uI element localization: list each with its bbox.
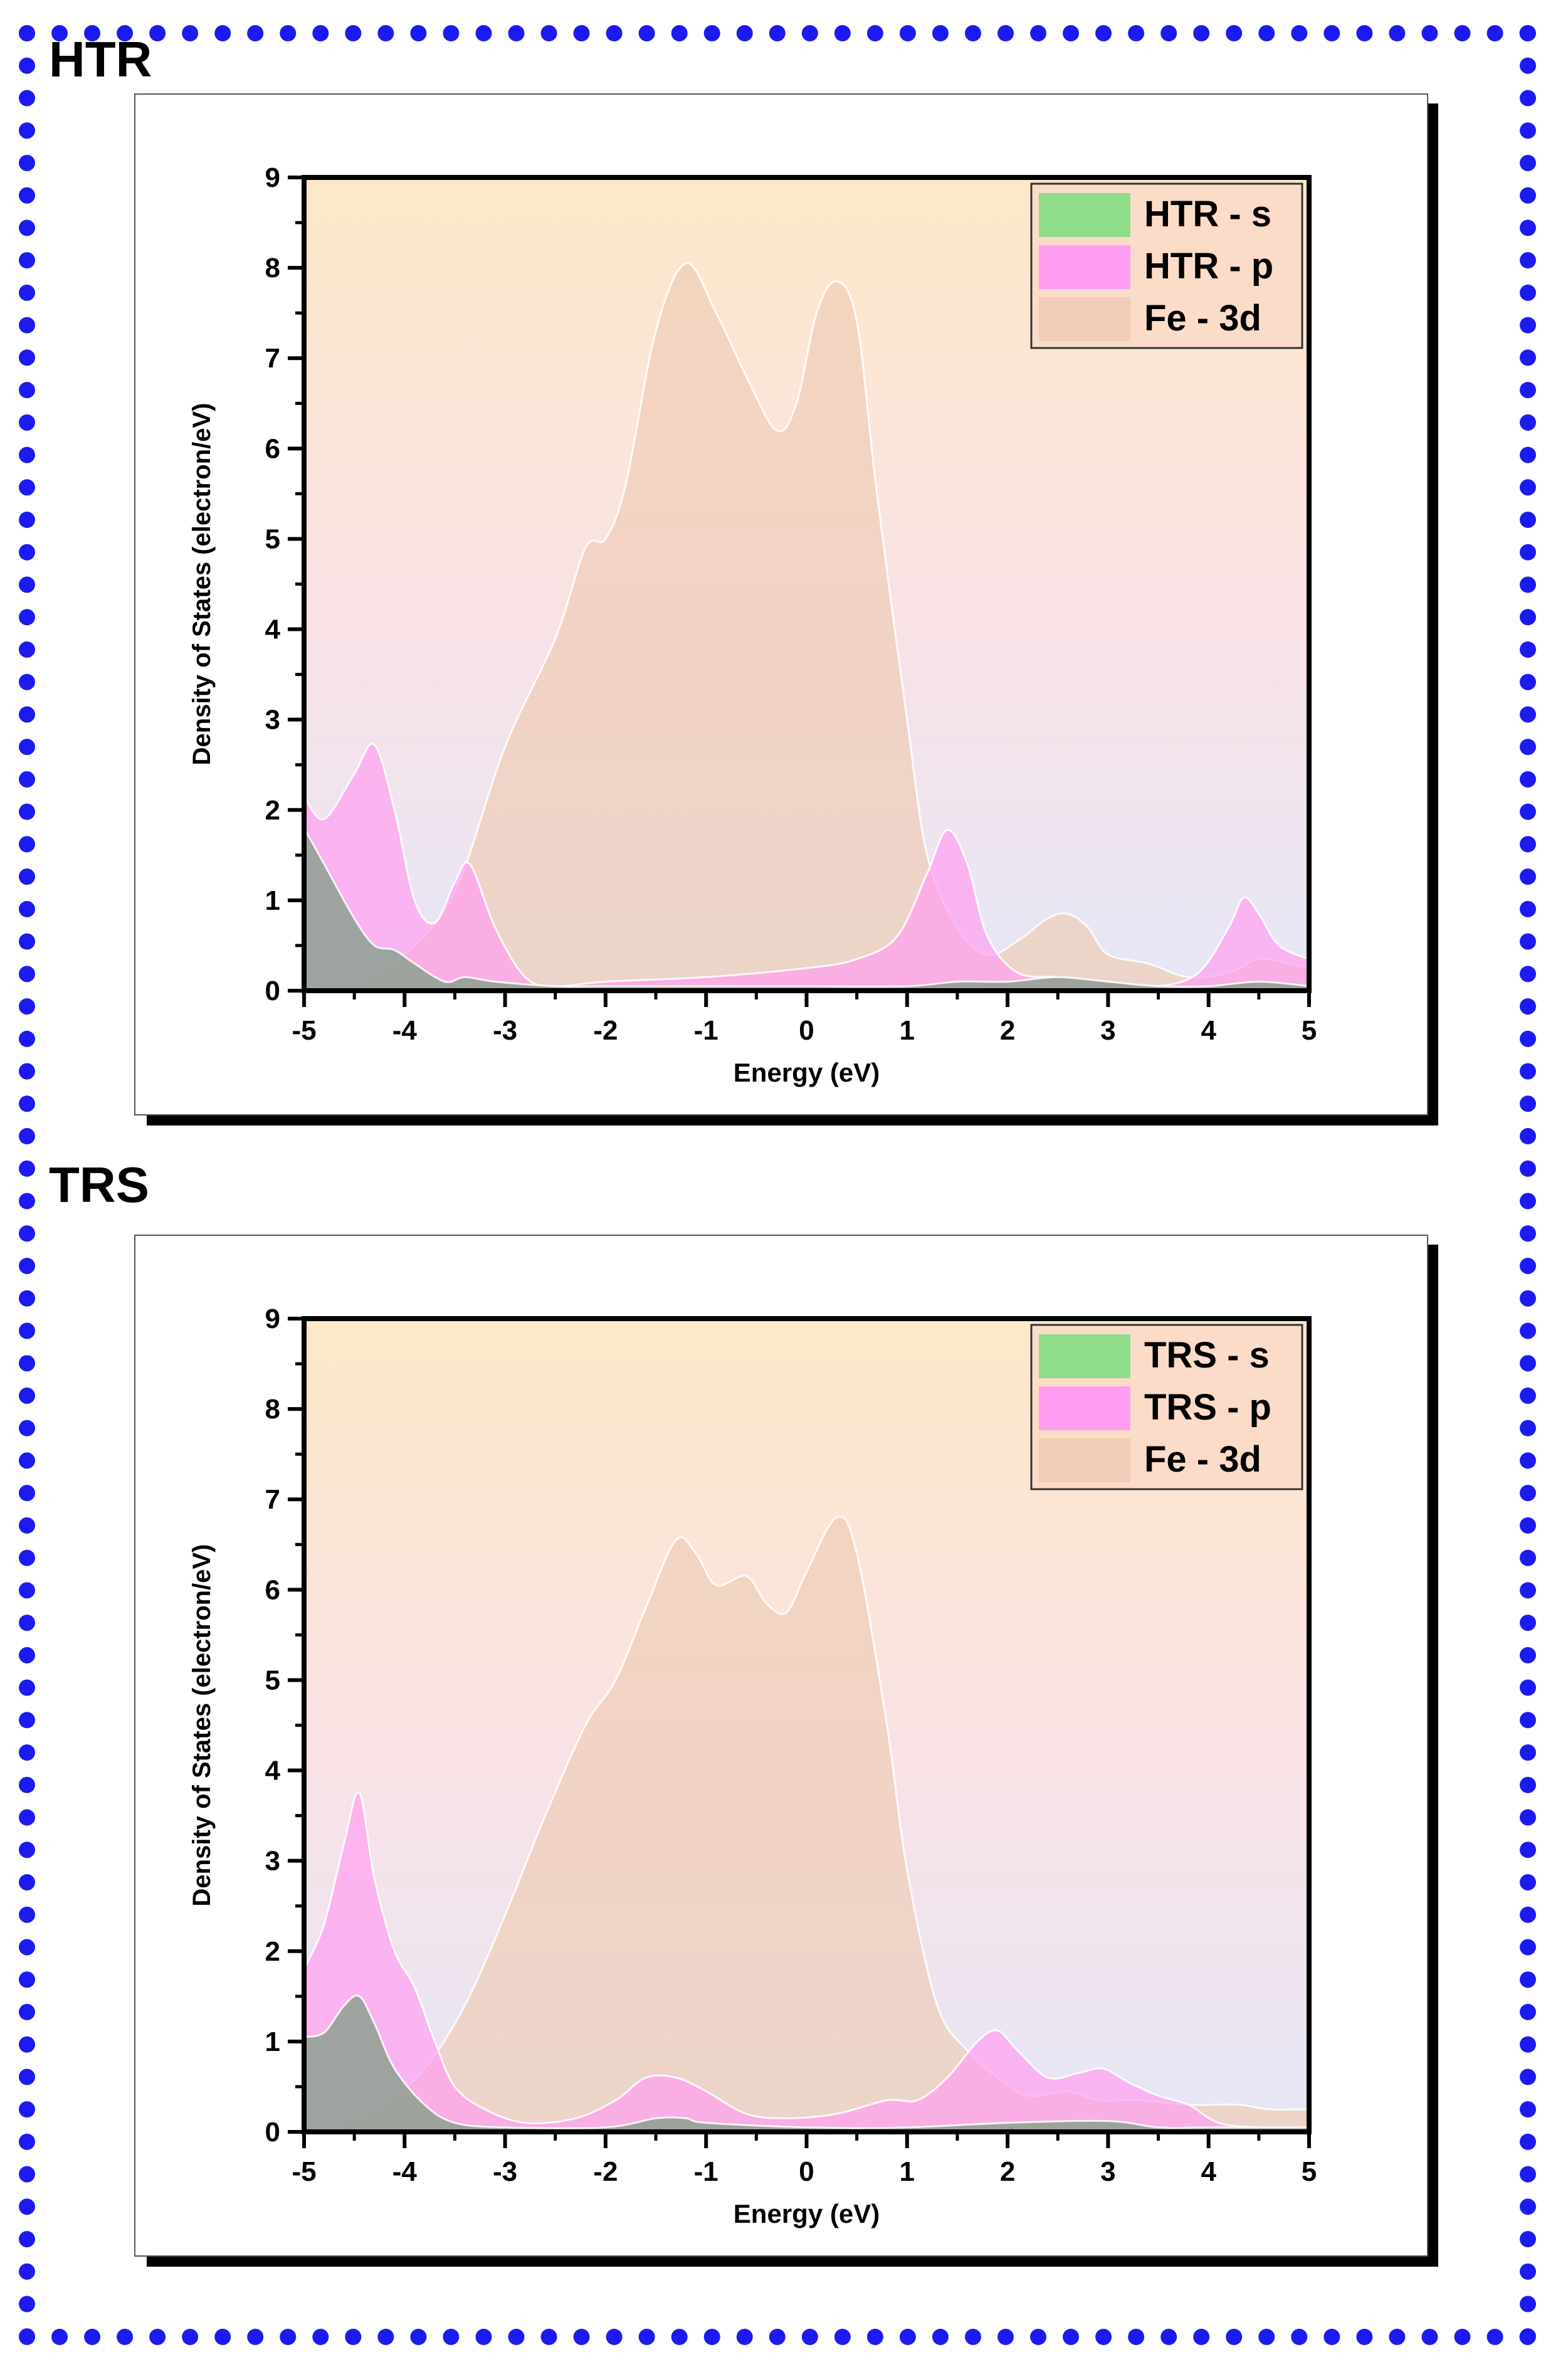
x-tick-label: 1 (900, 1015, 915, 1046)
x-tick-label: 4 (1201, 2156, 1216, 2187)
legend-swatch-s (1039, 193, 1130, 237)
y-tick-label: 1 (265, 885, 280, 916)
series-area-s (304, 828, 1309, 991)
dos-chart-htr: -5 -4 -3 -2 -1 0 1 2 3 4 5 0 1 2 3 4 5 6 7 8 9 Energy (eV) Den… (134, 93, 1438, 1126)
y-tick-label: 8 (265, 253, 280, 283)
y-tick-label: 5 (265, 1665, 280, 1695)
y-axis-label: Density of States (electron/eV) (188, 1544, 216, 1907)
x-tick-label: -2 (593, 1015, 618, 1046)
x-tick-label: 0 (799, 1015, 814, 1046)
series-area-d (304, 1516, 1309, 2132)
x-tick-label: -1 (694, 1015, 718, 1046)
legend-label-p: HTR - p (1144, 246, 1273, 287)
x-tick-label: -5 (292, 2156, 316, 2187)
x-axis-label: Energy (eV) (734, 2199, 880, 2228)
y-tick-label: 6 (265, 1574, 280, 1605)
dotted-frame (19, 25, 1536, 2345)
legend-swatch-p (1039, 1386, 1130, 1430)
x-tick-label: 1 (900, 2156, 915, 2187)
y-tick-label: 0 (265, 976, 280, 1006)
y-tick-label: 2 (265, 1936, 280, 1967)
y-tick-label: 1 (265, 2027, 280, 2057)
x-axis-label: Energy (eV) (734, 1058, 880, 1087)
series-group (304, 262, 1309, 991)
series-area-s (304, 1995, 1309, 2132)
y-tick-label: 7 (265, 343, 280, 374)
x-tick-label: 3 (1100, 1015, 1115, 1046)
y-tick-label: 4 (265, 1756, 281, 1786)
dos-chart-trs: -5 -4 -3 -2 -1 0 1 2 3 4 5 0 1 2 3 4 5 6 7 8 9 Energy (eV) Den… (134, 1235, 1438, 2267)
y-tick-label: 2 (265, 795, 280, 826)
panel-title-htr: HTR (49, 31, 152, 87)
legend-swatch-p (1039, 245, 1130, 289)
series-line-p (304, 1791, 1309, 2129)
legend: TRS - s TRS - p Fe - 3d (1030, 1324, 1303, 1490)
series-line-s (304, 827, 1309, 988)
y-tick-label: 7 (265, 1484, 280, 1515)
x-tick-label: -4 (392, 1015, 418, 1046)
legend-swatch-d (1039, 1438, 1130, 1482)
legend-swatch-d (1039, 297, 1130, 341)
x-tick-label: 5 (1302, 1015, 1317, 1046)
legend: HTR - s HTR - p Fe - 3d (1030, 182, 1303, 349)
series-area-d (304, 263, 1309, 991)
legend-label-d: Fe - 3d (1144, 1439, 1261, 1480)
y-tick-label: 6 (265, 433, 280, 464)
legend-label-s: TRS - s (1144, 1335, 1270, 1376)
x-tick-label: -3 (493, 2156, 517, 2187)
y-tick-label: 3 (265, 1846, 280, 1877)
x-tick-label: 0 (799, 2156, 814, 2187)
y-tick-label: 8 (265, 1394, 280, 1425)
x-tick-label: -3 (493, 1015, 517, 1046)
y-tick-label: 9 (265, 162, 280, 193)
legend-label-p: TRS - p (1144, 1387, 1271, 1428)
y-tick-label: 9 (265, 1304, 280, 1334)
x-tick-label: 4 (1201, 1015, 1216, 1046)
series-line-d (304, 262, 1309, 988)
series-group (304, 1516, 1309, 2132)
series-line-s (304, 1995, 1309, 2129)
legend-label-s: HTR - s (1144, 194, 1271, 235)
y-tick-label: 0 (265, 2117, 280, 2148)
y-tick-label: 3 (265, 705, 280, 735)
x-tick-label: 5 (1302, 2156, 1317, 2187)
y-tick-label: 5 (265, 524, 280, 554)
x-tick-label: 2 (1000, 1015, 1015, 1046)
x-tick-label: 3 (1100, 2156, 1115, 2187)
y-axis-label: Density of States (electron/eV) (188, 403, 216, 766)
y-tick-label: 4 (265, 614, 281, 645)
x-tick-label: -2 (593, 2156, 618, 2187)
x-tick-label: 2 (1000, 2156, 1015, 2187)
x-tick-label: -1 (694, 2156, 718, 2187)
legend-label-d: Fe - 3d (1144, 298, 1261, 339)
x-tick-label: -5 (292, 1015, 316, 1046)
series-line-p (304, 742, 1309, 988)
x-tick-label: -4 (392, 2156, 418, 2187)
legend-swatch-s (1039, 1334, 1130, 1378)
panel-title-trs: TRS (49, 1157, 149, 1213)
